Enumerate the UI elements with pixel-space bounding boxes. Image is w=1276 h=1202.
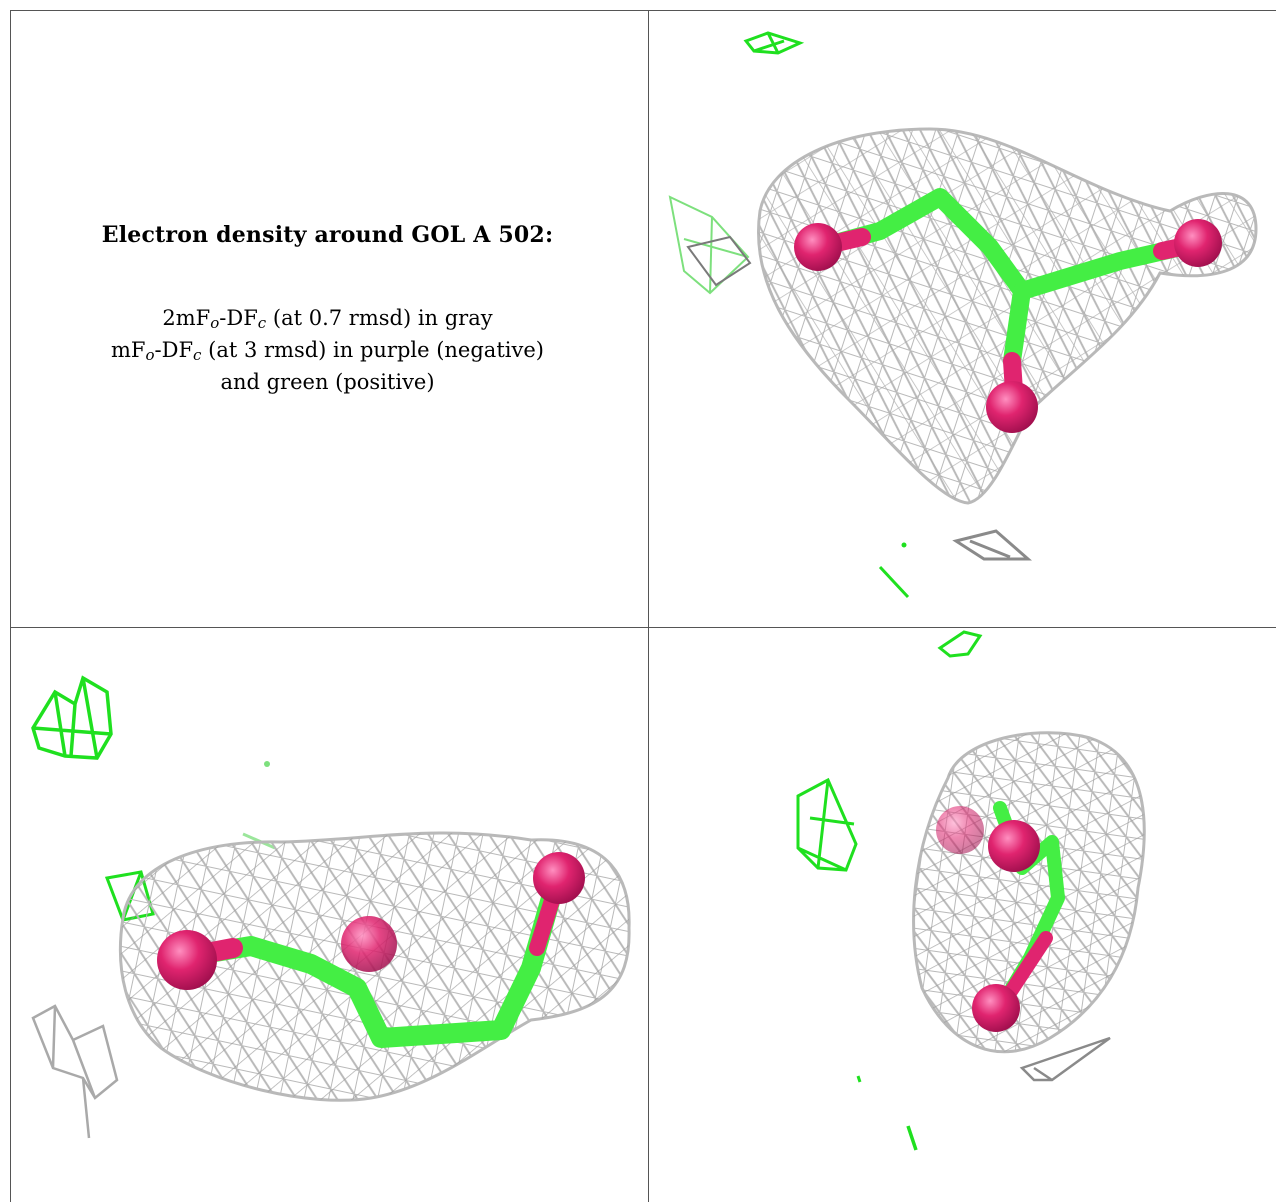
- oxygen-atom: [157, 930, 217, 990]
- oxygen-atom: [936, 806, 984, 854]
- oxygen-atom: [794, 223, 842, 271]
- positive-density-fragment: [668, 195, 750, 295]
- positive-density-blob: [31, 675, 113, 760]
- density-view-top-right: [650, 11, 1276, 626]
- density-view-3-image: [796, 630, 1146, 1151]
- gray-density-fragment: [31, 1004, 119, 1139]
- positive-density-blob: [937, 630, 983, 658]
- density-view-bottom-right: [650, 628, 1276, 1202]
- oxygen-atom: [972, 984, 1020, 1032]
- positive-density-streak: [906, 1125, 918, 1151]
- grid-top-border: [10, 10, 1276, 11]
- oxygen-atom: [986, 381, 1038, 433]
- oxygen-atom: [988, 820, 1040, 872]
- positive-density-blob: [743, 31, 805, 55]
- positive-density-fragment: [796, 777, 858, 872]
- density-view-1-image: [668, 31, 1258, 599]
- oxygen-atom: [341, 916, 397, 972]
- grid-vertical-divider: [648, 10, 649, 1202]
- caption-line-2fo-fc: 2mFo-DFc (at 0.7 rmsd) in gray: [162, 306, 493, 332]
- caption-panel: Electron density around GOL A 502: 2mFo-…: [10, 0, 645, 620]
- caption-line-positive: and green (positive): [220, 370, 435, 394]
- caption-title: Electron density around GOL A 502:: [101, 222, 554, 248]
- positive-density-streak: [878, 565, 910, 599]
- grid-left-border: [10, 10, 11, 1202]
- grid-horizontal-divider: [10, 627, 1276, 628]
- oxygen-atom: [533, 852, 585, 904]
- density-view-bottom-left: [11, 628, 647, 1202]
- oxygen-atom: [1174, 219, 1222, 267]
- gray-density-fragment: [1019, 1036, 1111, 1082]
- caption-line-fo-fc: mFo-DFc (at 3 rmsd) in purple (negative): [111, 338, 544, 364]
- gray-density-fragment: [952, 529, 1032, 561]
- density-view-2-image: [31, 675, 631, 1139]
